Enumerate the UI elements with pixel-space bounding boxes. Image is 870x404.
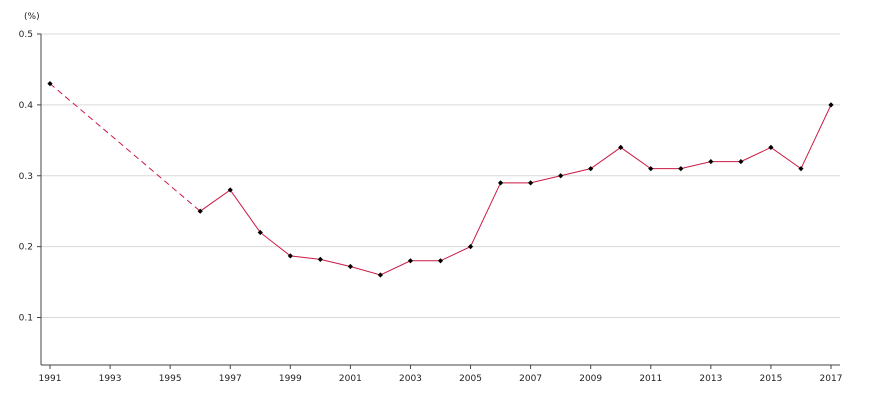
x-tick-label-1: 1993 (99, 374, 122, 384)
series-markers (47, 81, 834, 278)
y-axis-unit-label: (%) (24, 12, 40, 22)
data-point-2001 (347, 263, 353, 270)
data-point-2000 (317, 256, 323, 262)
data-point-2006 (497, 180, 504, 186)
x-tick-label-6: 2003 (399, 374, 422, 384)
x-tick-label-7: 2005 (459, 374, 482, 384)
x-axis-ticks: 1991 1993 1995 1997 1999 2001 2003 2005 2007 2009… (39, 365, 843, 384)
data-point-1991 (47, 81, 53, 87)
y-tick-label-4: 0.5 (19, 30, 33, 40)
data-point-1998 (257, 229, 263, 236)
data-point-2012 (678, 166, 684, 172)
data-point-2010 (618, 144, 624, 151)
x-tick-label-12: 2015 (759, 374, 782, 384)
data-point-2002 (377, 272, 384, 278)
data-point-1996 (197, 208, 203, 214)
data-point-2017 (828, 102, 834, 108)
series-line (49, 83, 832, 276)
data-point-2005 (467, 244, 474, 250)
x-tick-label-13: 2017 (820, 374, 843, 384)
x-tick-label-0: 1991 (39, 374, 62, 384)
y-tick-label-0: 0.1 (19, 314, 33, 324)
data-point-2011 (648, 166, 654, 172)
axes (40, 34, 840, 366)
y-tick-label-2: 0.3 (19, 172, 33, 182)
data-point-1997 (227, 187, 233, 193)
x-tick-label-4: 1999 (279, 374, 302, 384)
x-tick-label-5: 2001 (339, 374, 362, 384)
series-line-solid (199, 104, 832, 276)
x-tick-label-11: 2013 (699, 374, 722, 384)
data-point-1999 (287, 253, 293, 259)
x-tick-label-9: 2009 (579, 374, 602, 384)
data-point-2003 (407, 258, 414, 264)
data-point-2015 (768, 144, 774, 151)
data-point-2007 (528, 180, 534, 186)
gridlines (41, 33, 840, 319)
x-tick-label-3: 1997 (219, 374, 242, 384)
x-tick-label-10: 2011 (639, 374, 662, 384)
data-point-2016 (798, 166, 804, 172)
data-point-2004 (437, 258, 444, 264)
y-tick-label-1: 0.2 (19, 243, 33, 253)
data-point-2014 (738, 158, 744, 165)
x-tick-label-2: 1995 (159, 374, 182, 384)
x-tick-label-8: 2007 (519, 374, 542, 384)
y-tick-label-3: 0.4 (19, 101, 34, 111)
data-point-2009 (588, 166, 594, 172)
data-point-2013 (708, 158, 714, 165)
series-line-dashed-gap (49, 83, 201, 212)
y-axis-ticks: 0.1 0.2 0.3 0.4 0.5 (19, 30, 41, 324)
data-point-2008 (558, 173, 564, 179)
